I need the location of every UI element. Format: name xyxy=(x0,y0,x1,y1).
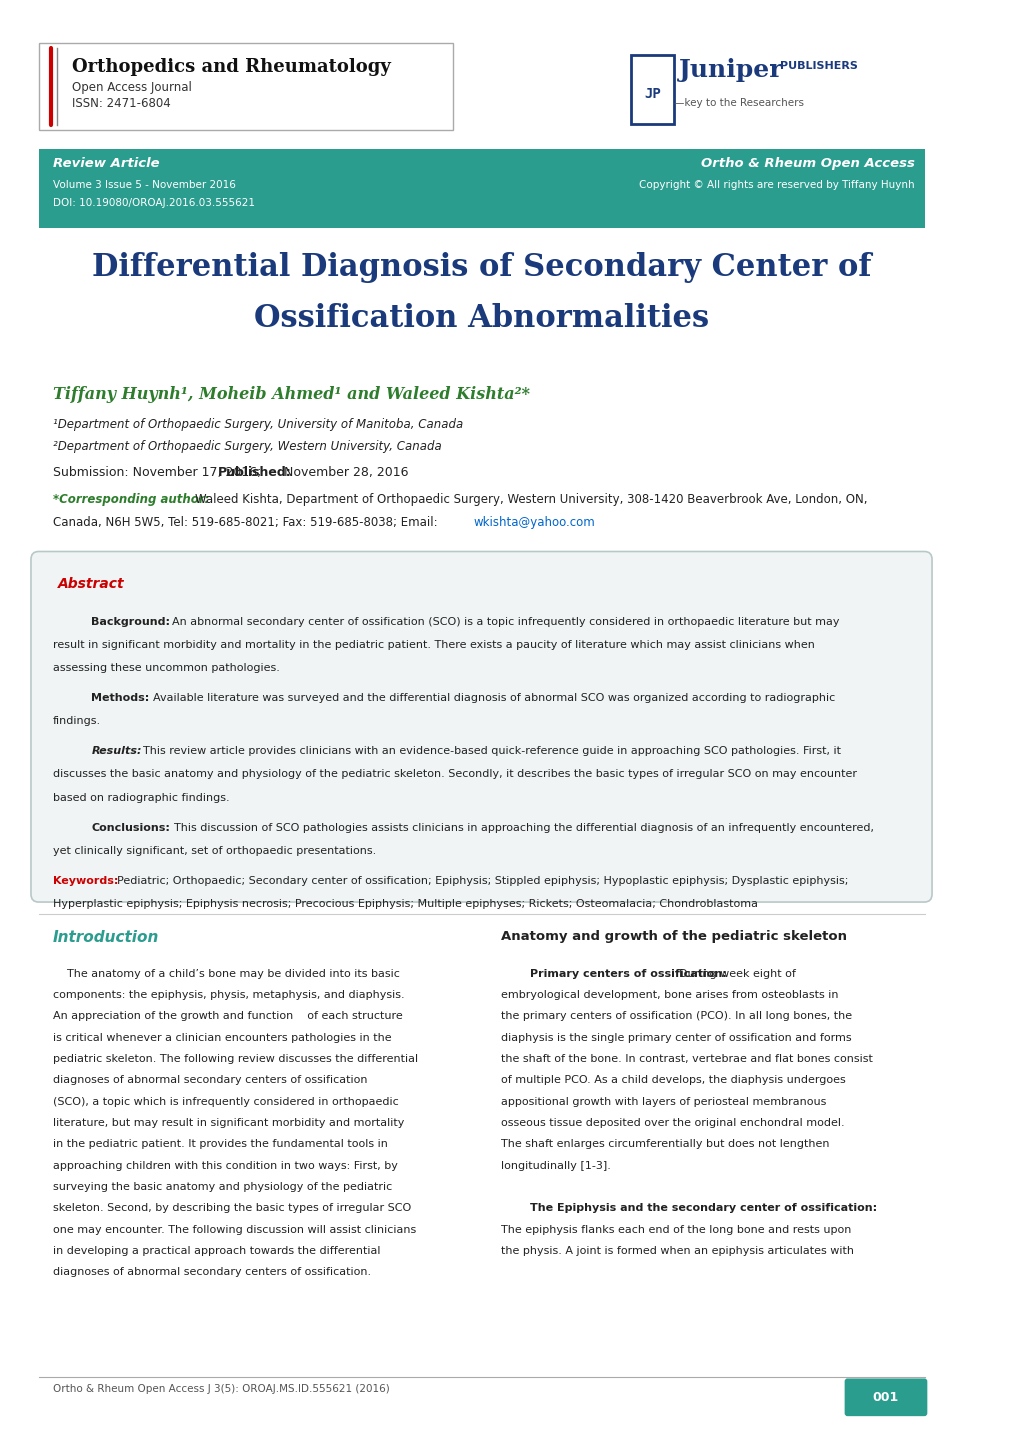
Text: literature, but may result in significant morbidity and mortality: literature, but may result in significan… xyxy=(53,1118,404,1128)
Text: (SCO), a topic which is infrequently considered in orthopaedic: (SCO), a topic which is infrequently con… xyxy=(53,1096,398,1106)
Text: This review article provides clinicians with an evidence-based quick-reference g: This review article provides clinicians … xyxy=(144,747,841,757)
Text: Orthopedics and Rheumatology: Orthopedics and Rheumatology xyxy=(72,58,390,75)
Text: diaphysis is the single primary center of ossification and forms: diaphysis is the single primary center o… xyxy=(500,1032,851,1043)
Text: This discussion of SCO pathologies assists clinicians in approaching the differe: This discussion of SCO pathologies assis… xyxy=(173,822,872,832)
Text: Ortho & Rheum Open Access J 3(5): OROAJ.MS.ID.555621 (2016): Ortho & Rheum Open Access J 3(5): OROAJ.… xyxy=(53,1384,389,1394)
Text: Available literature was surveyed and the differential diagnosis of abnormal SCO: Available literature was surveyed and th… xyxy=(153,694,835,704)
Bar xyxy=(39,149,923,228)
Text: result in significant morbidity and mortality in the pediatric patient. There ex: result in significant morbidity and mort… xyxy=(53,640,814,650)
Text: findings.: findings. xyxy=(53,717,101,727)
Text: Volume 3 Issue 5 - November 2016: Volume 3 Issue 5 - November 2016 xyxy=(53,180,235,190)
Text: DOI: 10.19080/OROAJ.2016.03.555621: DOI: 10.19080/OROAJ.2016.03.555621 xyxy=(53,198,255,208)
Text: of multiple PCO. As a child develops, the diaphysis undergoes: of multiple PCO. As a child develops, th… xyxy=(500,1076,845,1086)
Text: based on radiographic findings.: based on radiographic findings. xyxy=(53,793,229,803)
Text: Ossification Abnormalities: Ossification Abnormalities xyxy=(254,303,708,333)
Text: The shaft enlarges circumferentially but does not lengthen: The shaft enlarges circumferentially but… xyxy=(500,1139,828,1149)
Text: PUBLISHERS: PUBLISHERS xyxy=(780,61,857,71)
Text: Ortho & Rheum Open Access: Ortho & Rheum Open Access xyxy=(700,157,914,170)
Text: surveying the basic anatomy and physiology of the pediatric: surveying the basic anatomy and physiolo… xyxy=(53,1182,392,1193)
Text: *Corresponding author:: *Corresponding author: xyxy=(53,493,213,506)
Text: skeleton. Second, by describing the basic types of irregular SCO: skeleton. Second, by describing the basi… xyxy=(53,1203,411,1213)
Text: An abnormal secondary center of ossification (SCO) is a topic infrequently consi: An abnormal secondary center of ossifica… xyxy=(171,617,839,627)
FancyBboxPatch shape xyxy=(844,1379,926,1416)
Text: —key to the Researchers: —key to the Researchers xyxy=(674,98,803,108)
Text: yet clinically significant, set of orthopaedic presentations.: yet clinically significant, set of ortho… xyxy=(53,845,376,855)
Text: discusses the basic anatomy and physiology of the pediatric skeleton. Secondly, : discusses the basic anatomy and physiolo… xyxy=(53,770,856,780)
Text: Introduction: Introduction xyxy=(53,930,159,945)
Text: is critical whenever a clinician encounters pathologies in the: is critical whenever a clinician encount… xyxy=(53,1032,391,1043)
Text: Canada, N6H 5W5, Tel: 519-685-8021; Fax: 519-685-8038; Email:: Canada, N6H 5W5, Tel: 519-685-8021; Fax:… xyxy=(53,516,441,529)
Text: pediatric skeleton. The following review discusses the differential: pediatric skeleton. The following review… xyxy=(53,1054,418,1064)
Text: Submission: November 17, 2016;: Submission: November 17, 2016; xyxy=(53,466,265,479)
Text: in the pediatric patient. It provides the fundamental tools in: in the pediatric patient. It provides th… xyxy=(53,1139,387,1149)
Text: Conclusions:: Conclusions: xyxy=(92,822,170,832)
Text: components: the epiphysis, physis, metaphysis, and diaphysis.: components: the epiphysis, physis, metap… xyxy=(53,989,405,999)
Text: Primary centers of ossification:: Primary centers of ossification: xyxy=(529,969,726,979)
Text: ¹Department of Orthopaedic Surgery, University of Manitoba, Canada: ¹Department of Orthopaedic Surgery, Univ… xyxy=(53,418,463,431)
Text: ²Department of Orthopaedic Surgery, Western University, Canada: ²Department of Orthopaedic Surgery, West… xyxy=(53,440,441,453)
Text: The Epiphysis and the secondary center of ossification:: The Epiphysis and the secondary center o… xyxy=(529,1203,876,1213)
Text: Background:: Background: xyxy=(92,617,170,627)
Text: An appreciation of the growth and function    of each structure: An appreciation of the growth and functi… xyxy=(53,1011,403,1021)
FancyBboxPatch shape xyxy=(630,55,674,124)
Text: wkishta@yahoo.com: wkishta@yahoo.com xyxy=(473,516,594,529)
FancyBboxPatch shape xyxy=(31,551,931,903)
Text: appositional growth with layers of periosteal membranous: appositional growth with layers of perio… xyxy=(500,1096,825,1106)
Text: assessing these uncommon pathologies.: assessing these uncommon pathologies. xyxy=(53,663,279,673)
Text: Results:: Results: xyxy=(92,747,142,757)
Text: Methods:: Methods: xyxy=(92,694,150,704)
Text: the primary centers of ossification (PCO). In all long bones, the: the primary centers of ossification (PCO… xyxy=(500,1011,851,1021)
Text: The anatomy of a child’s bone may be divided into its basic: The anatomy of a child’s bone may be div… xyxy=(53,969,399,979)
Text: Juniper: Juniper xyxy=(679,58,783,82)
Text: ISSN: 2471-6804: ISSN: 2471-6804 xyxy=(72,97,171,110)
Text: diagnoses of abnormal secondary centers of ossification: diagnoses of abnormal secondary centers … xyxy=(53,1076,367,1086)
Text: The epiphysis flanks each end of the long bone and rests upon: The epiphysis flanks each end of the lon… xyxy=(500,1224,850,1234)
Text: Differential Diagnosis of Secondary Center of: Differential Diagnosis of Secondary Cent… xyxy=(92,252,870,283)
FancyBboxPatch shape xyxy=(39,43,452,130)
Text: Keywords:: Keywords: xyxy=(53,875,118,885)
Text: Hyperplastic epiphysis; Epiphysis necrosis; Precocious Epiphysis; Multiple epiph: Hyperplastic epiphysis; Epiphysis necros… xyxy=(53,898,757,908)
Text: During week eight of: During week eight of xyxy=(679,969,795,979)
Text: one may encounter. The following discussion will assist clinicians: one may encounter. The following discuss… xyxy=(53,1224,416,1234)
Text: in developing a practical approach towards the differential: in developing a practical approach towar… xyxy=(53,1246,380,1256)
Text: longitudinally [1-3].: longitudinally [1-3]. xyxy=(500,1161,610,1171)
Text: osseous tissue deposited over the original enchondral model.: osseous tissue deposited over the origin… xyxy=(500,1118,844,1128)
Text: diagnoses of abnormal secondary centers of ossification.: diagnoses of abnormal secondary centers … xyxy=(53,1268,371,1278)
Text: JP: JP xyxy=(644,87,660,101)
Text: Review Article: Review Article xyxy=(53,157,159,170)
Text: Pediatric; Orthopaedic; Secondary center of ossification; Epiphysis; Stippled ep: Pediatric; Orthopaedic; Secondary center… xyxy=(117,875,848,885)
Text: 001: 001 xyxy=(872,1390,898,1405)
Text: November 28, 2016: November 28, 2016 xyxy=(279,466,408,479)
Text: approaching children with this condition in two ways: First, by: approaching children with this condition… xyxy=(53,1161,397,1171)
Text: the physis. A joint is formed when an epiphysis articulates with: the physis. A joint is formed when an ep… xyxy=(500,1246,853,1256)
Text: Abstract: Abstract xyxy=(58,577,124,591)
Text: Open Access Journal: Open Access Journal xyxy=(72,81,192,94)
Text: the shaft of the bone. In contrast, vertebrae and flat bones consist: the shaft of the bone. In contrast, vert… xyxy=(500,1054,872,1064)
Text: Waleed Kishta, Department of Orthopaedic Surgery, Western University, 308-1420 B: Waleed Kishta, Department of Orthopaedic… xyxy=(195,493,866,506)
Text: Anatomy and growth of the pediatric skeleton: Anatomy and growth of the pediatric skel… xyxy=(500,930,846,943)
Text: embryological development, bone arises from osteoblasts in: embryological development, bone arises f… xyxy=(500,989,838,999)
Text: Published:: Published: xyxy=(218,466,291,479)
Text: Copyright © All rights are reserved by Tiffany Huynh: Copyright © All rights are reserved by T… xyxy=(639,180,914,190)
Text: Tiffany Huynh¹, Moheib Ahmed¹ and Waleed Kishta²*: Tiffany Huynh¹, Moheib Ahmed¹ and Waleed… xyxy=(53,386,530,404)
